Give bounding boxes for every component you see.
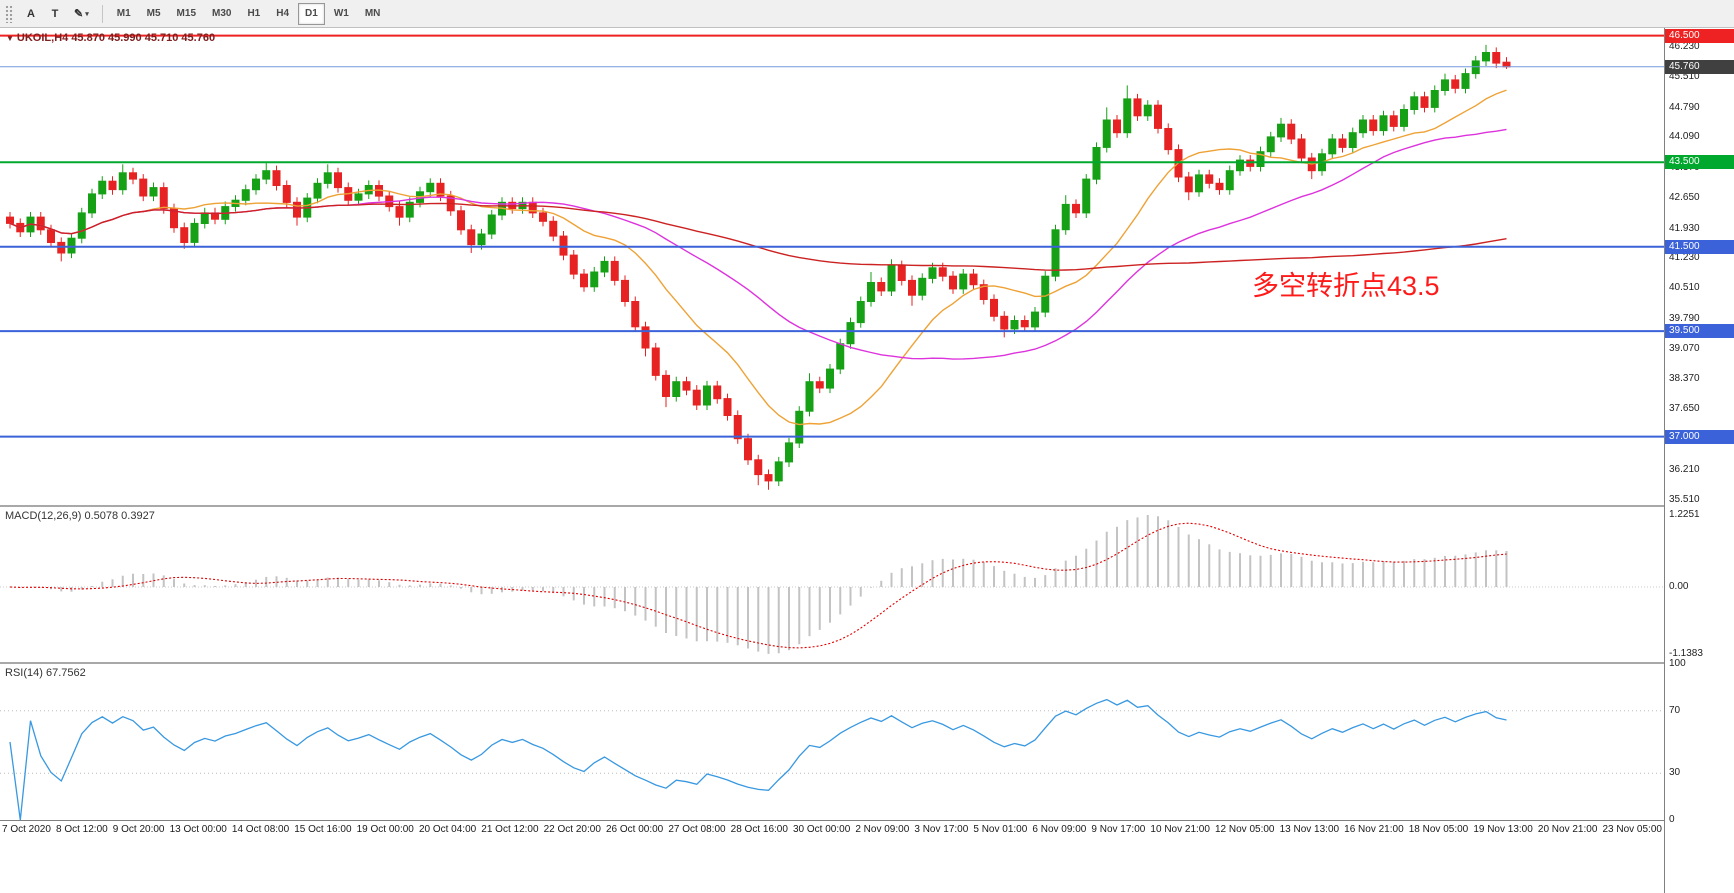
price-tick-label: 44.090 — [1669, 131, 1700, 143]
macd-signal-line — [9, 522, 1507, 649]
ma-line-ma-slow — [9, 202, 1507, 271]
price-tick-label: 0 — [1669, 814, 1675, 825]
price-tick-label: 37.650 — [1669, 403, 1700, 415]
rsi-panel[interactable]: RSI(14) 67.7562 — [0, 664, 1664, 820]
price-tick-label: 0.00 — [1669, 581, 1689, 592]
time-axis-label: 18 Nov 05:00 — [1408, 824, 1469, 835]
timeframe-button-m1[interactable]: M1 — [110, 3, 138, 25]
price-tick-label: 70 — [1669, 704, 1681, 716]
pencil-icon: ✎ — [74, 8, 84, 20]
price-tick-label: 39.070 — [1669, 343, 1700, 355]
price-tick-label: 46.230 — [1669, 40, 1700, 52]
price-tick-label: 40.510 — [1669, 282, 1700, 294]
time-axis-label: 15 Oct 16:00 — [294, 824, 352, 835]
price-plot[interactable] — [0, 28, 1664, 505]
toolbar-separator — [101, 4, 103, 23]
price-tick-label: 42.650 — [1669, 192, 1700, 204]
timeframe-button-h4[interactable]: H4 — [269, 3, 296, 25]
price-tick-label: 35.510 — [1669, 493, 1700, 505]
time-axis-label: 27 Oct 08:00 — [668, 824, 726, 835]
rsi-line — [9, 698, 1507, 820]
time-axis-label: 3 Nov 17:00 — [914, 824, 969, 835]
time-axis-label: 19 Oct 00:00 — [356, 824, 414, 835]
price-tick-label: 41.230 — [1669, 252, 1700, 264]
timeframe-button-w1[interactable]: W1 — [327, 3, 356, 25]
time-axis-label: 5 Nov 01:00 — [973, 824, 1028, 835]
timeframe-button-m15[interactable]: M15 — [170, 3, 203, 25]
time-axis-label: 30 Oct 00:00 — [793, 824, 851, 835]
time-axis-label: 8 Oct 12:00 — [56, 824, 108, 835]
time-axis-label: 23 Nov 05:00 — [1602, 824, 1662, 835]
rsi-plot[interactable] — [0, 664, 1664, 820]
time-axis[interactable]: 7 Oct 2020 8 Oct 12:00 9 Oct 20:00 13 Oct 0… — [0, 820, 1664, 893]
timeframe-button-m5[interactable]: M5 — [140, 3, 168, 25]
price-tick-label: 39.790 — [1669, 312, 1700, 324]
price-level-badge: 39.500 — [1665, 324, 1734, 339]
price-level-badge: 41.500 — [1665, 239, 1734, 254]
candles-layer — [6, 44, 1511, 490]
ma-line-ma-medium — [9, 128, 1507, 360]
time-axis-label: 20 Oct 04:00 — [418, 824, 477, 835]
price-axis[interactable]: 46.23045.51044.79044.09043.37042.65041.9… — [1664, 28, 1734, 893]
price-chart-panel[interactable]: ▼ UKOIL,H4 45.870 45.990 45.710 45.760 多空… — [0, 28, 1664, 505]
time-axis-label: 19 Nov 13:00 — [1473, 824, 1533, 835]
time-axis-label: 22 Oct 20:00 — [543, 824, 601, 835]
time-axis-label: 2 Nov 09:00 — [855, 824, 910, 835]
price-tick-label: -1.1383 — [1669, 647, 1703, 659]
time-axis-label: 12 Nov 05:00 — [1215, 824, 1275, 835]
price-tick-label: 38.370 — [1669, 372, 1700, 384]
timeframe-button-d1[interactable]: D1 — [298, 2, 325, 25]
chevron-down-icon: ▾ — [85, 10, 89, 18]
symbol-marker-icon: ▼ — [6, 34, 14, 43]
price-tick-label: 36.210 — [1669, 463, 1700, 475]
macd-panel[interactable]: MACD(12,26,9) 0.5078 0.3927 — [0, 507, 1664, 662]
time-axis-label: 26 Oct 00:00 — [605, 824, 664, 835]
timeframe-button-mn[interactable]: MN — [358, 3, 388, 25]
time-axis-label: 20 Nov 21:00 — [1537, 824, 1598, 835]
time-axis-label: 9 Nov 17:00 — [1091, 824, 1146, 835]
time-axis-label: 10 Nov 21:00 — [1150, 824, 1210, 835]
ma-line-ma-fast — [9, 89, 1507, 426]
timeframe-button-m30[interactable]: M30 — [205, 3, 238, 25]
time-axis-label: 14 Oct 08:00 — [231, 824, 290, 835]
price-level-badge: 46.500 — [1665, 28, 1734, 43]
panel-separator[interactable] — [0, 505, 1664, 507]
price-tick-label: 100 — [1669, 658, 1686, 669]
rsi-indicator-label: RSI(14) 67.7562 — [5, 667, 86, 679]
macd-histogram — [19, 515, 1508, 654]
macd-plot[interactable] — [0, 507, 1664, 662]
price-tick-label: 1.2251 — [1669, 508, 1700, 520]
time-axis-label: 13 Oct 00:00 — [169, 824, 227, 835]
toolbar-grip-icon[interactable] — [5, 4, 14, 23]
text-tool-button[interactable]: T — [44, 3, 66, 25]
panel-separator[interactable] — [0, 662, 1664, 664]
draw-tool-dropdown[interactable]: ✎ ▾ — [68, 3, 95, 25]
toolbar: A T ✎ ▾ M1 M5 M15 M30 H1 H4 D1 W1 MN — [0, 0, 1734, 28]
macd-indicator-label: MACD(12,26,9) 0.5078 0.3927 — [5, 510, 155, 522]
symbol-ohlc-label: ▼ UKOIL,H4 45.870 45.990 45.710 45.760 — [6, 32, 216, 44]
price-tick-label: 45.510 — [1669, 71, 1700, 83]
price-tick-label: 44.790 — [1669, 101, 1700, 113]
price-level-badge: 45.760 — [1665, 59, 1734, 74]
time-axis-label: 7 Oct 2020 — [2, 824, 51, 835]
timeframe-button-h1[interactable]: H1 — [240, 3, 267, 25]
time-axis-label: 16 Nov 21:00 — [1344, 824, 1404, 835]
chart-annotation-text[interactable]: 多空转折点43.5 — [1252, 271, 1440, 301]
arrow-tool-button[interactable]: A — [20, 3, 42, 25]
time-axis-label: 6 Nov 09:00 — [1032, 824, 1087, 835]
time-axis-label: 21 Oct 12:00 — [481, 824, 539, 835]
price-level-badge: 37.000 — [1665, 429, 1734, 444]
chart-region: ▼ UKOIL,H4 45.870 45.990 45.710 45.760 多空… — [0, 28, 1734, 893]
price-tick-label: 41.930 — [1669, 222, 1700, 234]
time-axis-label: 13 Nov 13:00 — [1279, 824, 1340, 835]
time-axis-label: 28 Oct 16:00 — [730, 824, 788, 835]
price-level-badge: 43.500 — [1665, 155, 1734, 170]
price-tick-label: 30 — [1669, 767, 1681, 779]
time-axis-label: 9 Oct 20:00 — [112, 824, 165, 835]
